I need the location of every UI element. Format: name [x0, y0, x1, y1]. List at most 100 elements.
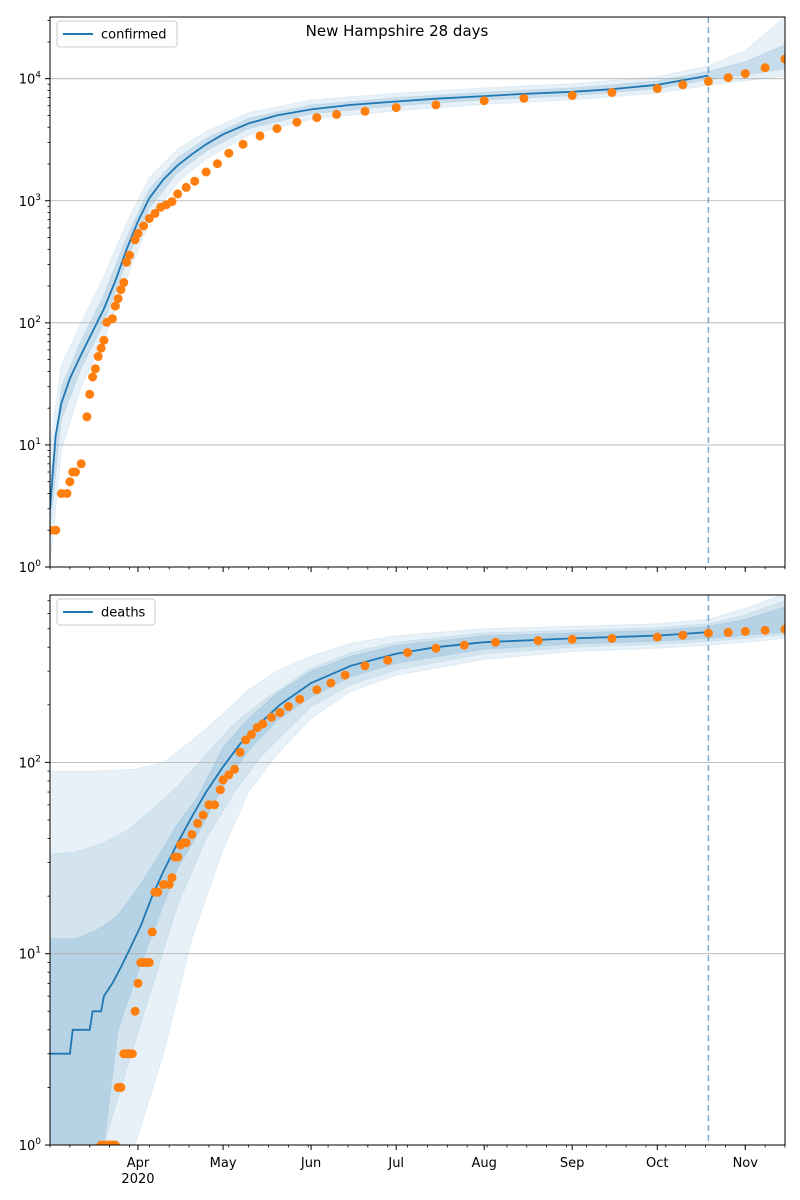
y-tick-label: 101: [19, 946, 41, 963]
observed-point: [340, 670, 350, 680]
observed-point: [181, 838, 191, 848]
observed-point: [241, 735, 251, 745]
y-tick-label: 103: [19, 193, 41, 210]
observed-point: [127, 1049, 137, 1059]
x-tick-label: Jun: [300, 1156, 321, 1171]
observed-point: [238, 139, 248, 149]
observed-point: [607, 88, 617, 97]
model-median-line: [50, 631, 709, 1055]
observed-point: [275, 708, 285, 718]
x-tick-label: Oct: [646, 1156, 668, 1171]
observed-point: [292, 117, 302, 127]
observed-point: [139, 221, 149, 231]
observed-point: [51, 525, 61, 535]
observed-point: [272, 124, 282, 134]
observed-point: [431, 100, 441, 110]
x-tick-label: May: [210, 1156, 237, 1171]
observed-point: [533, 636, 543, 646]
deaths-uncertainty-bands: [50, 595, 785, 1145]
observed-point: [167, 197, 177, 207]
observed-point: [150, 208, 160, 218]
legend-label-confirmed: confirmed: [101, 28, 167, 43]
x-tick-label: Aug: [471, 1156, 496, 1171]
observed-point: [479, 96, 489, 106]
observed-point: [519, 93, 529, 103]
observed-point: [110, 1140, 120, 1145]
observed-point: [193, 818, 203, 828]
observed-point: [125, 250, 134, 260]
observed-point: [403, 648, 413, 658]
legend-label-deaths: deaths: [101, 606, 146, 621]
observed-point: [760, 63, 770, 73]
observed-point: [312, 113, 322, 123]
y-tick-label: 102: [19, 315, 41, 332]
observed-point: [107, 314, 117, 324]
observed-point: [153, 887, 163, 897]
observed-point: [723, 627, 733, 637]
deaths-observed-points: [96, 624, 785, 1145]
observed-point: [190, 176, 200, 186]
deaths-model-line: [50, 631, 709, 1055]
observed-point: [780, 54, 785, 64]
observed-point: [198, 810, 208, 820]
observed-point: [71, 467, 80, 477]
x-year-label: 2020: [121, 1172, 154, 1187]
x-tick-label: Apr: [127, 1156, 150, 1171]
observed-point: [360, 106, 370, 116]
confirmed-legend[interactable]: confirmed: [56, 20, 178, 48]
observed-point: [215, 785, 225, 795]
observed-point: [224, 770, 234, 780]
observed-point: [212, 159, 222, 169]
observed-point: [133, 978, 143, 988]
observed-point: [187, 830, 197, 839]
observed-point: [266, 712, 276, 722]
chart-title: New Hampshire 28 days: [306, 22, 489, 40]
deaths-gridlines: [50, 761, 785, 955]
observed-point: [201, 167, 211, 177]
observed-point: [147, 927, 157, 937]
observed-point: [85, 389, 95, 399]
y-tick-label: 102: [19, 754, 41, 771]
x-tick-label: Nov: [733, 1156, 759, 1171]
observed-point: [167, 873, 177, 883]
uncertainty-band: [50, 600, 785, 1145]
observed-point: [383, 655, 393, 665]
observed-point: [133, 228, 143, 238]
observed-point: [491, 637, 500, 647]
observed-point: [224, 148, 234, 158]
observed-point: [760, 625, 770, 635]
observed-point: [96, 343, 106, 353]
observed-point: [65, 477, 75, 487]
x-tick-label: Sep: [560, 1156, 585, 1171]
observed-point: [122, 257, 132, 267]
observed-point: [164, 880, 174, 889]
confirmed-observed-points: [50, 54, 785, 535]
confirmed-panel: 100 101 102 103 104 New Hampshire 28 days co…: [19, 16, 786, 576]
observed-point: [326, 678, 336, 688]
observed-point: [740, 69, 750, 79]
observed-point: [173, 852, 183, 862]
uncertainty-band: [50, 17, 785, 567]
x-tick-label: Jul: [387, 1156, 404, 1171]
observed-point: [210, 800, 220, 810]
legend-box: [56, 20, 178, 48]
observed-point: [459, 640, 469, 650]
observed-point: [312, 685, 322, 695]
observed-point: [740, 626, 750, 636]
observed-point: [652, 84, 662, 93]
observed-point: [116, 285, 126, 295]
deaths-legend[interactable]: deaths: [56, 598, 156, 626]
axes-frame: [49, 594, 786, 1146]
observed-point: [110, 301, 120, 311]
observed-point: [62, 489, 72, 498]
observed-point: [283, 702, 293, 711]
observed-point: [76, 459, 86, 469]
observed-point: [181, 182, 191, 192]
legend-box: [56, 598, 156, 626]
confirmed-axes: 100 101 102 103 104: [19, 16, 786, 576]
y-tick-label: 101: [19, 437, 41, 454]
observed-point: [90, 364, 100, 374]
